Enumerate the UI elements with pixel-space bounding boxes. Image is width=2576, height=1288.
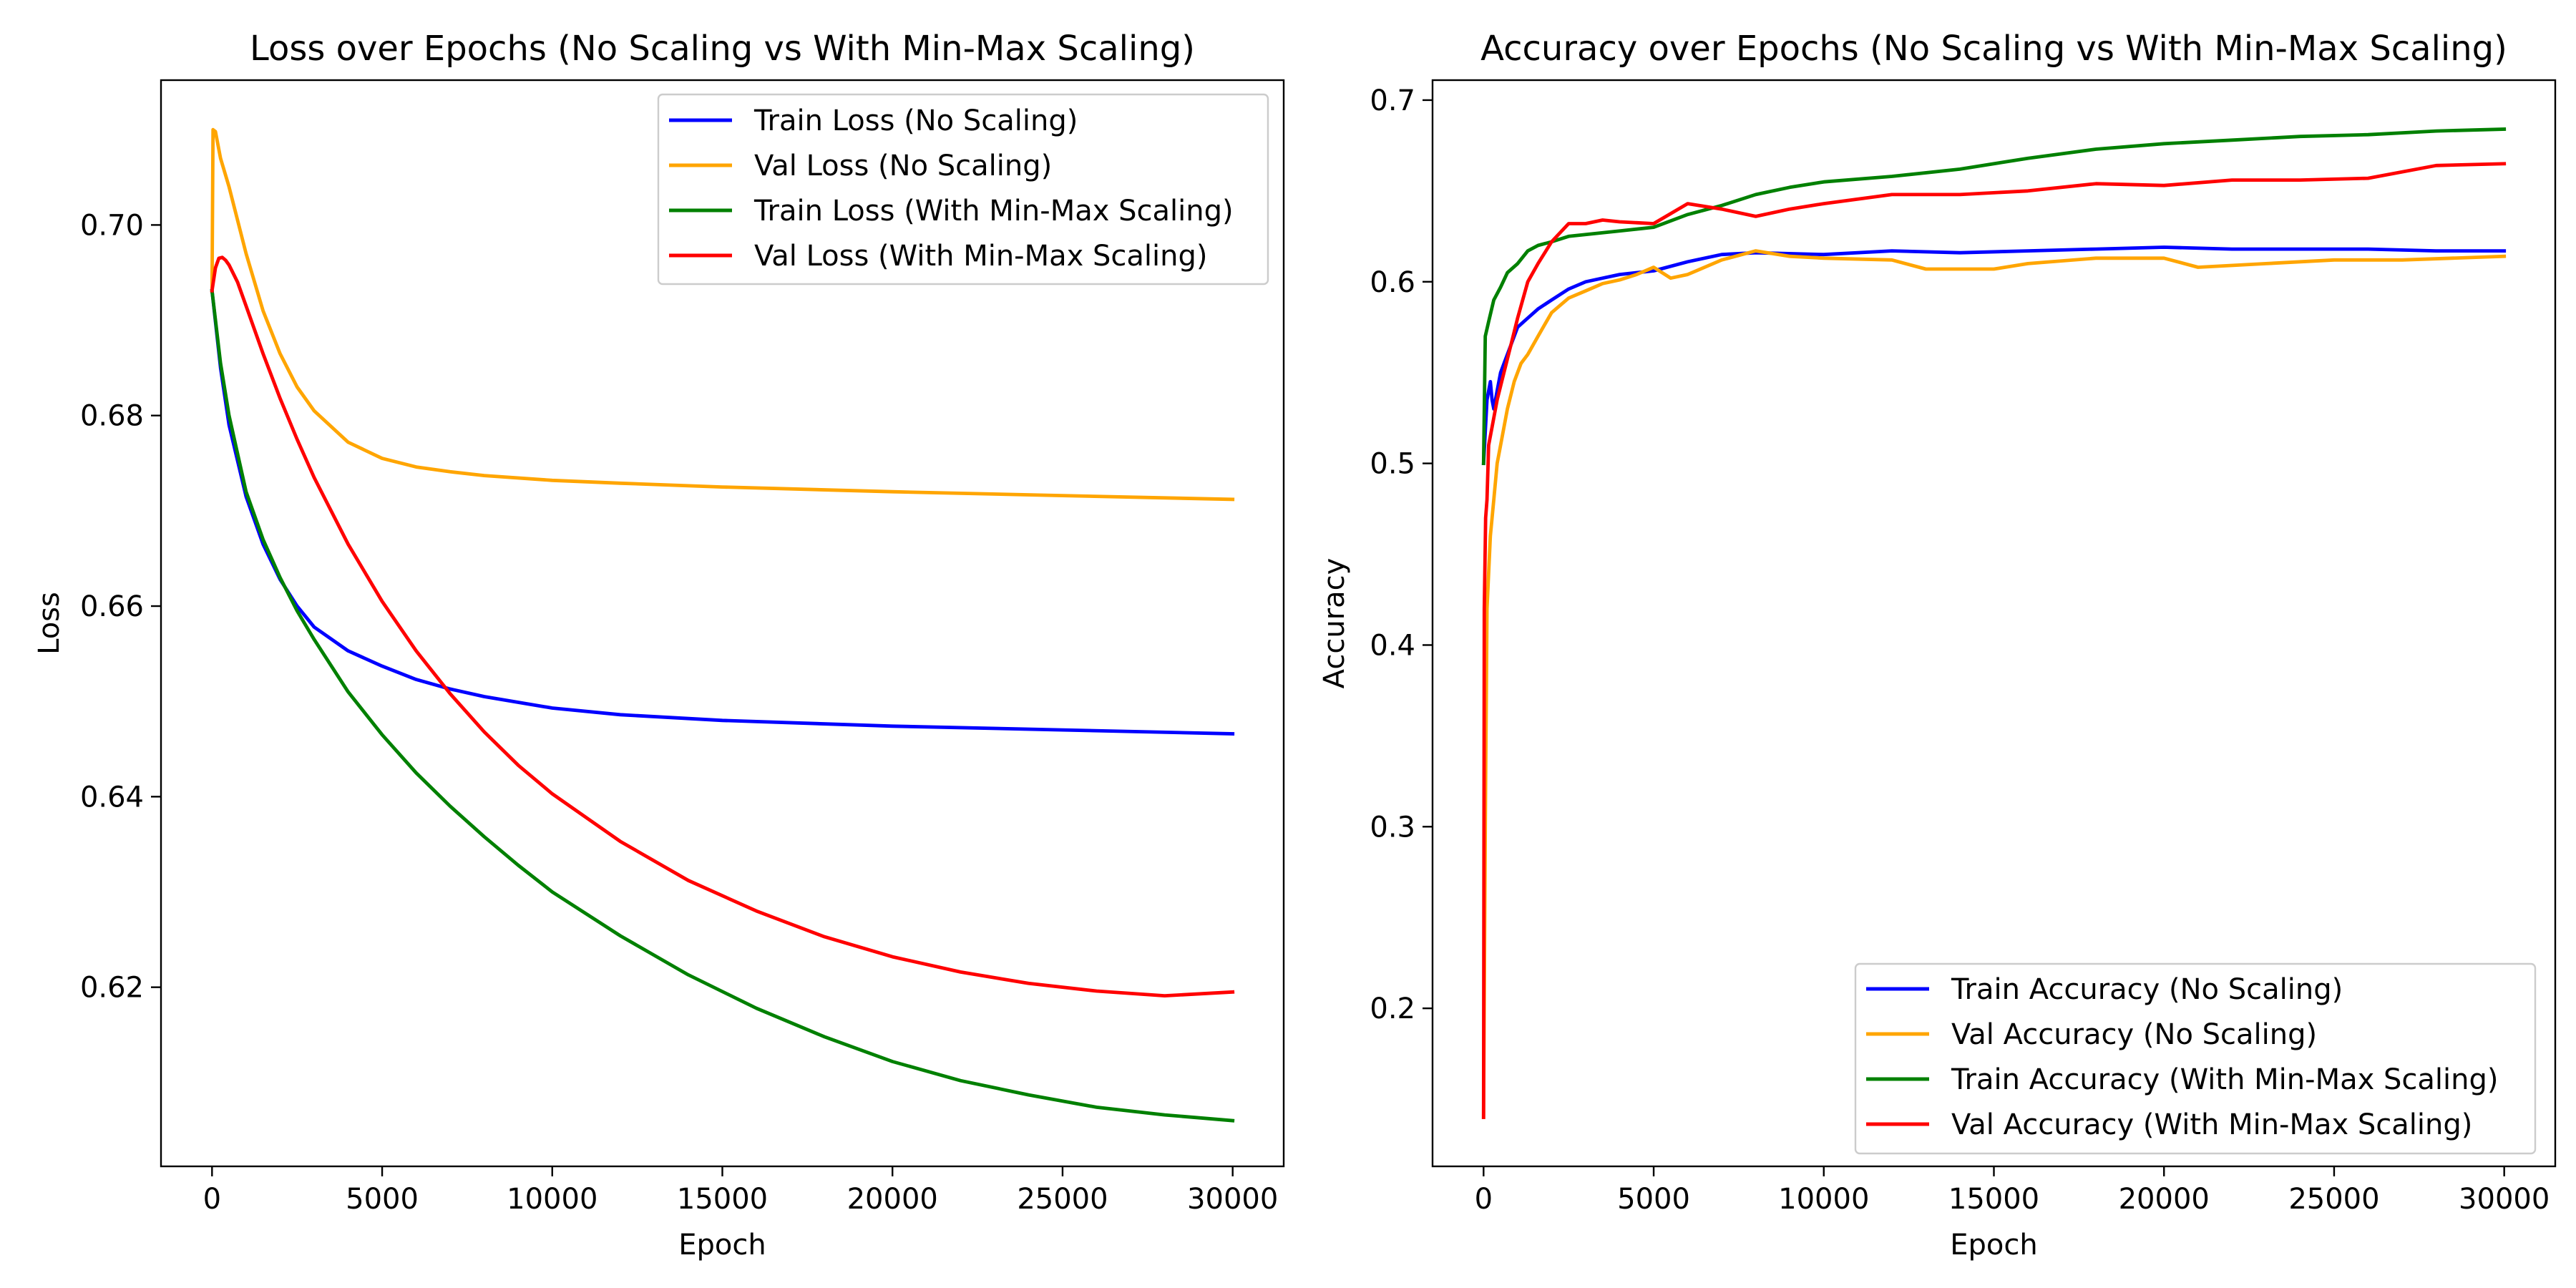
loss-x-tick-label: 15000 [677, 1183, 768, 1216]
accuracy-legend-entry-train-minmax: Train Accuracy (With Min-Max Scaling) [1866, 1063, 2498, 1096]
loss-x-tick-label: 20000 [847, 1183, 938, 1216]
accuracy-legend-label: Val Accuracy (No Scaling) [1951, 1018, 2317, 1051]
accuracy-legend-label: Train Accuracy (No Scaling) [1951, 973, 2343, 1006]
accuracy-y-tick-label: 0.4 [1370, 629, 1415, 662]
loss-x-tick-label: 5000 [346, 1183, 419, 1216]
accuracy-x-axis-label: Epoch [1950, 1229, 2037, 1262]
accuracy-y-tick-label: 0.5 [1370, 448, 1415, 481]
loss-legend-entry-train-no-scaling: Train Loss (No Scaling) [669, 104, 1078, 137]
accuracy-x-tick-label: 5000 [1617, 1183, 1690, 1216]
accuracy-legend-box [1854, 962, 2537, 1155]
loss-x-tick-label: 10000 [507, 1183, 597, 1216]
accuracy-chart-panel: 0 5000 10000 15000 20000 25000 30000 0.2 0.3 0.4 0… [1318, 29, 2557, 1262]
accuracy-ticks: 0 5000 10000 15000 20000 25000 30000 0.2 0.3 0.4 0… [1370, 84, 2550, 1216]
accuracy-series-line-1 [1481, 249, 2507, 1119]
accuracy-y-tick-label: 0.7 [1370, 84, 1415, 117]
accuracy-x-tick-label: 15000 [1948, 1183, 2039, 1216]
loss-legend-label: Train Loss (With Min-Max Scaling) [753, 195, 1234, 228]
loss-x-tick-label: 25000 [1017, 1183, 1108, 1216]
accuracy-legend-entry-train-no-scaling: Train Accuracy (No Scaling) [1866, 973, 2343, 1006]
accuracy-x-tick-label: 20000 [2119, 1183, 2210, 1216]
loss-chart-title: Loss over Epochs (No Scaling vs With Min… [250, 29, 1195, 69]
accuracy-y-axis-label: Accuracy [1318, 558, 1351, 689]
loss-series-line-1 [210, 127, 1235, 502]
accuracy-legend: Train Accuracy (No Scaling) Val Accuracy… [1854, 962, 2537, 1155]
accuracy-legend-label: Train Accuracy (With Min-Max Scaling) [1951, 1063, 2498, 1096]
loss-legend-label: Val Loss (With Min-Max Scaling) [754, 240, 1207, 273]
accuracy-series-line-2 [1481, 127, 2507, 466]
accuracy-legend-label: Val Accuracy (With Min-Max Scaling) [1951, 1108, 2472, 1141]
loss-y-axis-label: Loss [33, 592, 66, 655]
loss-legend-entry-val-no-scaling: Val Loss (No Scaling) [669, 150, 1052, 182]
loss-chart-panel: 0 5000 10000 15000 20000 25000 30000 0.62 0.64 0.… [33, 29, 1285, 1262]
loss-x-tick-label: 0 [203, 1183, 221, 1216]
accuracy-y-tick-label: 0.3 [1370, 811, 1415, 844]
accuracy-x-tick-label: 25000 [2288, 1183, 2379, 1216]
loss-legend-entry-train-minmax: Train Loss (With Min-Max Scaling) [669, 195, 1234, 228]
accuracy-chart-title: Accuracy over Epochs (No Scaling vs With… [1480, 29, 2507, 69]
loss-y-tick-label: 0.62 [80, 972, 144, 1005]
loss-y-tick-label: 0.64 [80, 781, 144, 814]
loss-series-line-3 [210, 255, 1235, 997]
accuracy-x-tick-label: 0 [1475, 1183, 1493, 1216]
loss-series-line-2 [210, 288, 1235, 1123]
accuracy-series-line-0 [1481, 245, 2507, 466]
loss-y-tick-label: 0.68 [80, 400, 144, 433]
loss-series-layer [210, 127, 1235, 1123]
loss-y-tick-label: 0.70 [80, 209, 144, 242]
loss-x-tick-label: 30000 [1187, 1183, 1278, 1216]
loss-ticks: 0 5000 10000 15000 20000 25000 30000 0.62 0.64 0.… [80, 209, 1278, 1216]
loss-legend-entry-val-minmax: Val Loss (With Min-Max Scaling) [669, 240, 1207, 273]
accuracy-series-layer [1481, 127, 2507, 1119]
loss-legend-box [657, 93, 1269, 286]
accuracy-y-tick-label: 0.6 [1370, 266, 1415, 299]
accuracy-legend-entry-val-no-scaling: Val Accuracy (No Scaling) [1866, 1018, 2317, 1051]
accuracy-series-line-3 [1481, 162, 2507, 1119]
loss-legend-label: Train Loss (No Scaling) [753, 104, 1078, 137]
loss-x-axis-label: Epoch [678, 1229, 766, 1262]
accuracy-x-tick-label: 30000 [2459, 1183, 2550, 1216]
accuracy-x-tick-label: 10000 [1778, 1183, 1869, 1216]
loss-legend-label: Val Loss (No Scaling) [754, 150, 1052, 182]
accuracy-legend-entry-val-minmax: Val Accuracy (With Min-Max Scaling) [1866, 1108, 2472, 1141]
loss-legend: Train Loss (No Scaling) Val Loss (No Sca… [657, 93, 1269, 286]
loss-y-tick-label: 0.66 [80, 590, 144, 623]
accuracy-y-tick-label: 0.2 [1370, 992, 1415, 1025]
